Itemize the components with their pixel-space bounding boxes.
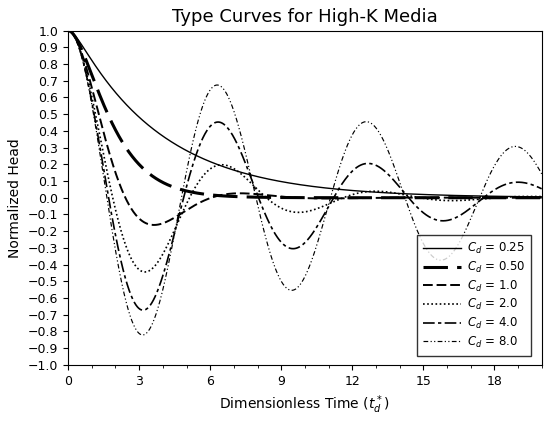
Title: Type Curves for High-K Media: Type Curves for High-K Media — [172, 8, 438, 26]
Legend: $C_d$ = 0.25, $C_d$ = 0.50, $C_d$ = 1.0, $C_d$ = 2.0, $C_d$ = 4.0, $C_d$ = 8.0: $C_d$ = 0.25, $C_d$ = 0.50, $C_d$ = 1.0,… — [417, 235, 531, 356]
Y-axis label: Normalized Head: Normalized Head — [8, 138, 23, 258]
X-axis label: Dimensionless Time ($t_d^*$): Dimensionless Time ($t_d^*$) — [219, 393, 390, 416]
